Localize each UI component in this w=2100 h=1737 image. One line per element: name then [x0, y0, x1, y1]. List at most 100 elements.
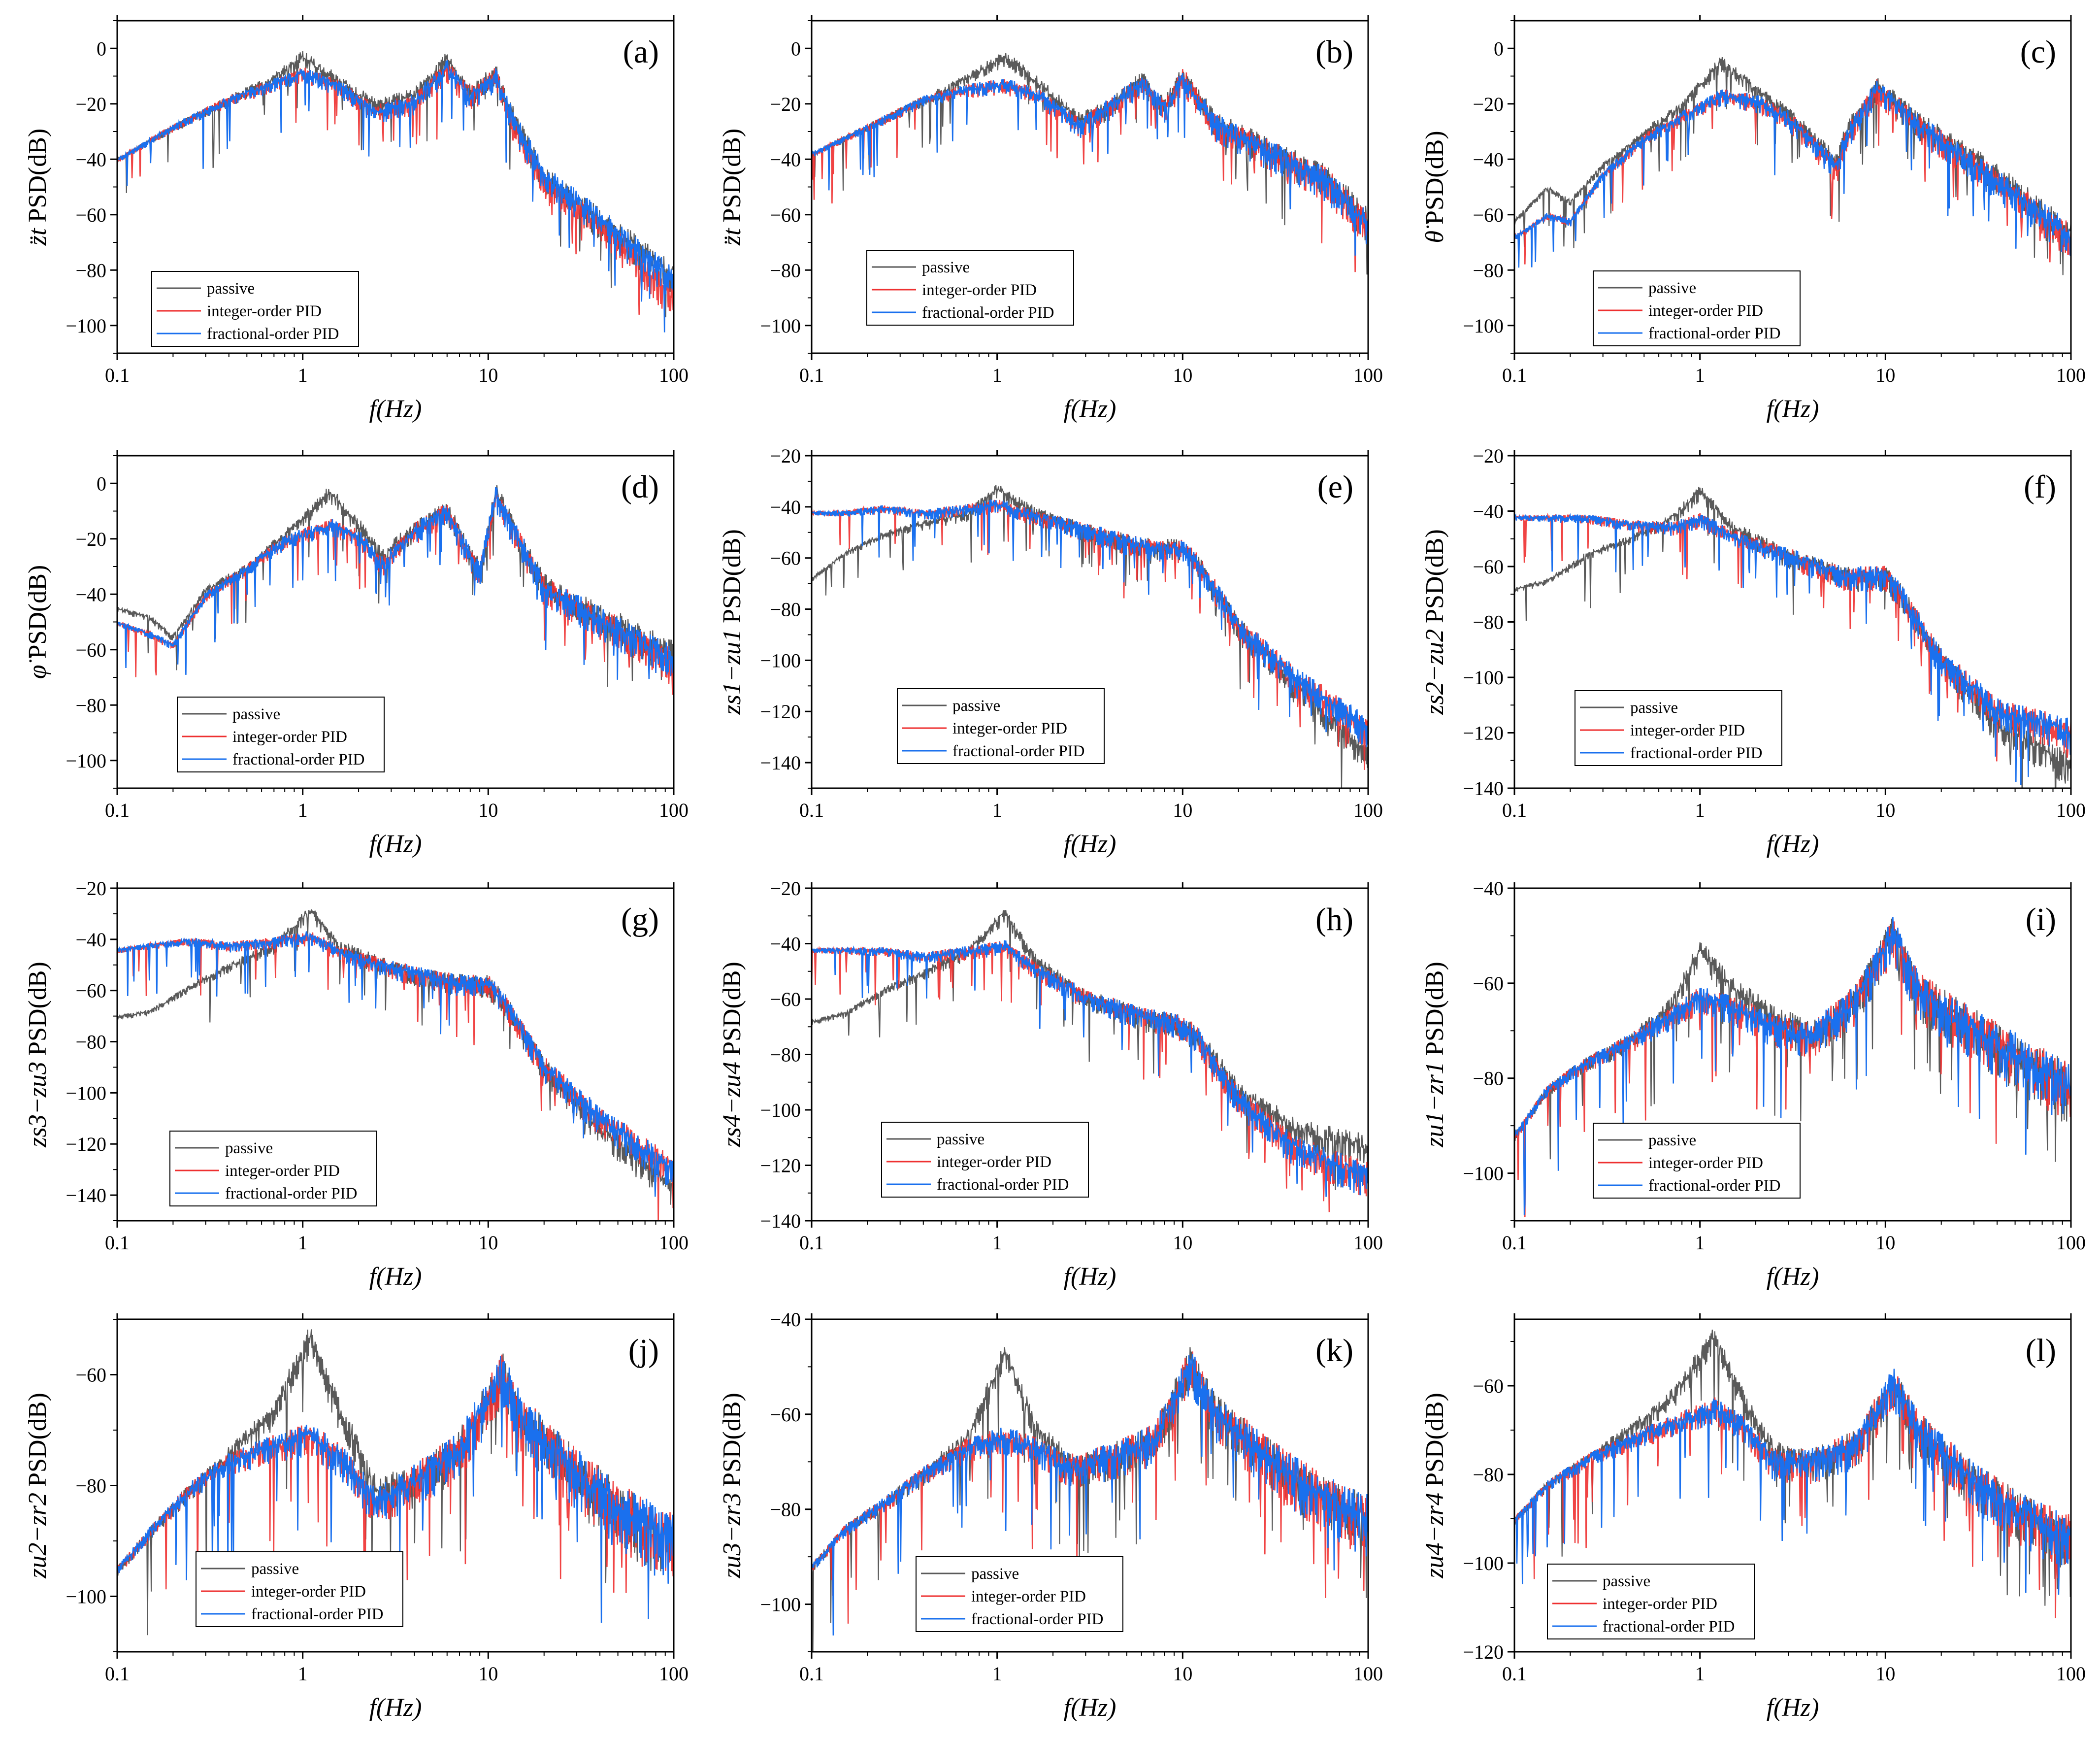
x-axis-title: f(Hz) — [369, 1263, 422, 1291]
passive-series — [1514, 487, 2071, 788]
legend: passive integer-order PID fractional-order… — [916, 1556, 1123, 1632]
x-axis-title: f(Hz) — [1767, 1263, 1819, 1291]
x-tick-label: 10 — [1173, 1663, 1192, 1685]
y-tick-label: −100 — [66, 1082, 106, 1104]
fractional-order-series — [117, 60, 674, 333]
legend-label: passive — [1648, 1132, 1696, 1149]
integer-order-series — [1514, 79, 2071, 265]
legend-label: integer-order PID — [1648, 302, 1763, 320]
y-tick-label: −40 — [770, 496, 801, 518]
plot-area-a — [117, 51, 674, 333]
x-axis-title: f(Hz) — [1767, 395, 1819, 423]
fractional-order-series — [812, 500, 1368, 747]
legend-label: integer-order PID — [952, 720, 1067, 737]
y-axis-unit: PSD(dB) — [24, 565, 52, 659]
y-tick-label: −60 — [75, 639, 106, 661]
y-tick-label: −40 — [770, 148, 801, 170]
plot-area-h — [812, 910, 1368, 1212]
x-tick-label: 0.1 — [105, 799, 130, 821]
y-tick-label: −40 — [75, 929, 106, 951]
legend-label: passive — [922, 259, 970, 276]
y-tick-label: −20 — [1473, 445, 1504, 467]
chart-panel-j: 0.1 1 10 100 −60 −80 −100 f(Hz) zu2−zr2 PSD(dB) (j… — [24, 1313, 689, 1722]
y-axis-unit: PSD(dB) — [1421, 131, 1449, 225]
legend-label: fractional-order PID — [971, 1610, 1103, 1628]
legend-label: fractional-order PID — [207, 325, 339, 343]
fractional-order-series — [1514, 80, 2071, 268]
x-axis-title: f(Hz) — [1064, 1694, 1116, 1722]
x-tick-label: 1 — [298, 799, 308, 821]
y-tick-label: −80 — [75, 1475, 106, 1497]
legend-label: fractional-order PID — [225, 1185, 357, 1203]
y-axis-variable: zs4−zu4 — [718, 1062, 746, 1148]
panel-label: (c) — [2020, 34, 2056, 70]
x-axis-title: f(Hz) — [1767, 830, 1819, 858]
x-tick-label: 100 — [659, 1663, 689, 1685]
legend: passive integer-order PID fractional-order… — [881, 1122, 1089, 1198]
integer-order-series — [812, 940, 1368, 1212]
chart-panel-l: 0.1 1 10 100 −60 −80 −100 −120 f(Hz) zu4−zr4 PSD(d… — [1421, 1313, 2086, 1722]
chart-panel-h: 0.1 1 10 100 −20 −40 −60 −80 −100 −120 −140 f(Hz) zs… — [718, 877, 1383, 1291]
panel-label: (f) — [2024, 469, 2056, 505]
y-axis-unit: PSD(dB) — [24, 1393, 52, 1487]
legend-label: fractional-order PID — [232, 751, 364, 768]
axes-frame — [811, 455, 1369, 789]
panel-label: (d) — [621, 469, 659, 505]
y-axis-variable: zs3−zu3 — [24, 1062, 52, 1148]
panel-label: (k) — [1315, 1333, 1353, 1369]
y-tick-label: −100 — [760, 1594, 801, 1616]
legend-label: fractional-order PID — [251, 1605, 383, 1623]
y-axis-unit: PSD(dB) — [24, 129, 52, 223]
y-axis-unit: PSD(dB) — [1421, 529, 1449, 623]
plot-area-c — [1514, 57, 2071, 275]
x-tick-label: 0.1 — [1502, 364, 1527, 386]
x-tick-label: 10 — [1875, 364, 1895, 386]
y-tick-label: −60 — [1473, 204, 1504, 226]
x-tick-label: 0.1 — [105, 1663, 130, 1685]
y-tick-label: −140 — [66, 1184, 106, 1206]
legend: passive integer-order PID fractional-order… — [1575, 690, 1782, 766]
legend-label: integer-order PID — [251, 1583, 366, 1601]
x-tick-label: 0.1 — [799, 799, 824, 821]
axes-frame — [811, 1318, 1369, 1653]
legend-label: integer-order PID — [207, 302, 322, 320]
x-tick-label: 10 — [1173, 1232, 1192, 1254]
y-tick-label: −120 — [760, 701, 801, 723]
plot-area-f — [1514, 487, 2071, 788]
x-axis-title: f(Hz) — [369, 830, 422, 858]
y-axis-unit: PSD(dB) — [718, 1393, 746, 1487]
legend: passive integer-order PID fractional-order… — [1593, 1123, 1801, 1199]
legend-label: fractional-order PID — [1648, 1177, 1780, 1195]
legend-label: passive — [952, 697, 1000, 715]
y-tick-label: −80 — [770, 1499, 801, 1521]
plot-area-d — [117, 485, 674, 695]
legend: passive integer-order PID fractional-order… — [177, 697, 385, 772]
y-tick-label: 0 — [1494, 37, 1504, 60]
chart-panel-e: 0.1 1 10 100 −20 −40 −60 −80 −100 −120 −140 f(Hz) zs… — [718, 445, 1383, 858]
panel-label: (e) — [1317, 469, 1353, 505]
x-tick-label: 100 — [1353, 1663, 1383, 1685]
y-tick-label: −100 — [66, 1586, 106, 1608]
y-axis-unit: PSD(dB) — [1421, 1393, 1449, 1487]
legend-label: fractional-order PID — [1648, 325, 1780, 342]
y-tick-label: −80 — [770, 1044, 801, 1066]
fractional-order-series — [117, 487, 674, 680]
y-axis-variable: zs2−zu2 — [1421, 629, 1449, 715]
y-tick-label: −100 — [1463, 1163, 1504, 1185]
y-axis-unit: PSD(dB) — [24, 962, 52, 1056]
panel-label: (a) — [623, 34, 659, 70]
x-tick-label: 1 — [992, 364, 1002, 386]
y-tick-label: −20 — [770, 93, 801, 115]
y-tick-label: 0 — [97, 472, 106, 495]
legend-label: integer-order PID — [922, 281, 1037, 299]
axes-frame — [1513, 887, 2072, 1222]
fractional-order-series — [117, 1356, 674, 1623]
y-tick-label: −80 — [1473, 259, 1504, 281]
x-tick-label: 100 — [2056, 799, 2086, 821]
y-axis-variable: z̈t — [718, 228, 746, 246]
x-axis-title: f(Hz) — [1767, 1694, 1819, 1722]
y-axis-title: zs2−zu2 PSD(dB) — [1421, 529, 1449, 715]
y-axis-title: z̈t PSD(dB) — [718, 129, 746, 246]
legend: passive integer-order PID fractional-order… — [196, 1551, 403, 1627]
y-axis-title: zs4−zu4 PSD(dB) — [718, 962, 746, 1148]
